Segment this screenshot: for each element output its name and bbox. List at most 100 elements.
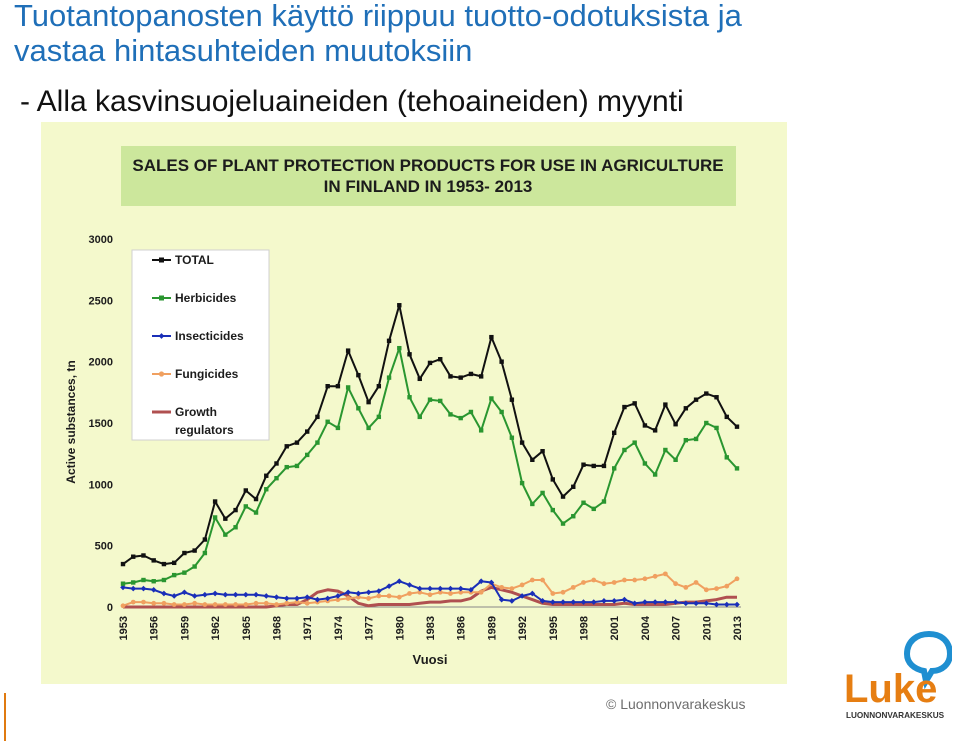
data-point bbox=[703, 587, 709, 593]
legend-entry: TOTAL bbox=[152, 253, 214, 267]
x-tick-label: 2013 bbox=[732, 616, 744, 640]
accent-bar bbox=[4, 693, 6, 741]
data-point bbox=[591, 463, 596, 469]
x-tick-label: 1977 bbox=[364, 616, 376, 640]
data-point bbox=[407, 395, 412, 400]
chart-title-line-2: IN FINLAND IN 1953- 2013 bbox=[324, 177, 533, 196]
data-point bbox=[489, 396, 494, 401]
data-point bbox=[202, 537, 208, 542]
data-point bbox=[397, 303, 402, 308]
data-point bbox=[499, 359, 504, 364]
data-point bbox=[642, 461, 648, 466]
copyright-text: © Luonnonvarakeskus bbox=[606, 696, 746, 712]
data-point bbox=[631, 600, 638, 607]
data-point bbox=[304, 594, 311, 601]
data-point bbox=[131, 554, 136, 559]
data-point bbox=[223, 516, 228, 521]
data-point bbox=[212, 515, 218, 520]
x-tick-label: 1995 bbox=[548, 616, 560, 640]
data-point bbox=[233, 507, 238, 513]
x-tick-label: 1962 bbox=[210, 616, 222, 640]
data-point bbox=[601, 463, 607, 469]
legend-entry: Growth regulators bbox=[152, 405, 234, 437]
data-point bbox=[591, 506, 596, 512]
x-tick-label: 1989 bbox=[486, 616, 498, 640]
data-point bbox=[120, 581, 126, 586]
data-point bbox=[540, 449, 545, 454]
data-point bbox=[140, 585, 147, 592]
data-point bbox=[612, 466, 617, 471]
series-herbicides bbox=[120, 345, 740, 586]
data-point bbox=[120, 561, 126, 567]
data-point bbox=[335, 425, 341, 431]
data-point bbox=[161, 590, 167, 597]
data-point bbox=[304, 600, 310, 606]
data-point bbox=[325, 384, 330, 389]
legend-marker bbox=[159, 257, 164, 263]
data-point bbox=[130, 585, 137, 592]
data-point bbox=[335, 593, 341, 599]
data-point bbox=[683, 584, 689, 590]
data-point bbox=[182, 550, 187, 556]
data-point bbox=[222, 602, 228, 607]
data-point bbox=[325, 419, 330, 424]
data-point bbox=[530, 501, 535, 507]
x-tick-label: 1959 bbox=[179, 616, 191, 640]
data-point bbox=[693, 600, 699, 607]
data-point bbox=[663, 447, 668, 453]
data-point bbox=[396, 578, 403, 585]
data-point bbox=[223, 532, 228, 537]
data-point bbox=[397, 345, 402, 351]
data-point bbox=[734, 601, 740, 608]
data-point bbox=[458, 415, 463, 421]
data-point bbox=[243, 504, 248, 509]
data-point bbox=[550, 591, 556, 596]
data-point bbox=[366, 596, 371, 601]
data-point bbox=[294, 599, 300, 605]
x-tick-label: 1992 bbox=[517, 616, 529, 640]
data-point bbox=[499, 409, 504, 415]
data-point bbox=[274, 602, 279, 607]
x-tick-label: 1980 bbox=[394, 616, 406, 640]
x-tick-label: 1965 bbox=[241, 616, 253, 640]
data-point bbox=[724, 455, 729, 460]
x-tick-label: 1953 bbox=[118, 616, 130, 640]
data-point bbox=[571, 514, 576, 519]
data-point bbox=[468, 371, 474, 377]
data-point bbox=[519, 480, 525, 486]
data-point bbox=[622, 447, 627, 453]
data-point bbox=[284, 444, 289, 449]
data-point bbox=[356, 406, 361, 411]
y-tick-label: 2000 bbox=[89, 357, 113, 369]
data-point bbox=[622, 577, 627, 583]
data-point bbox=[171, 572, 177, 578]
data-point bbox=[253, 496, 259, 502]
data-point bbox=[662, 571, 668, 577]
data-point bbox=[386, 593, 392, 599]
data-point bbox=[345, 385, 351, 390]
legend-label: Herbicides bbox=[175, 291, 237, 305]
data-point bbox=[417, 589, 423, 595]
data-point bbox=[335, 597, 341, 603]
data-point bbox=[550, 507, 555, 513]
data-point bbox=[151, 558, 156, 563]
sales-chart: SALES OF PLANT PROTECTION PRODUCTS FOR U… bbox=[41, 122, 787, 684]
data-point bbox=[376, 593, 382, 599]
data-point bbox=[448, 591, 453, 596]
data-point bbox=[356, 372, 361, 378]
data-point bbox=[652, 573, 658, 579]
data-point bbox=[468, 586, 474, 593]
y-tick-label: 500 bbox=[95, 541, 113, 553]
slide-title-line-1: Tuotantopanosten käyttö riippuu tuotto-o… bbox=[14, 0, 742, 33]
data-point bbox=[294, 463, 300, 469]
data-point bbox=[366, 425, 371, 431]
data-point bbox=[192, 548, 197, 553]
data-point bbox=[662, 599, 669, 605]
data-point bbox=[448, 412, 453, 417]
x-tick-label: 2007 bbox=[671, 616, 683, 640]
data-point bbox=[458, 589, 464, 595]
data-point bbox=[571, 484, 576, 489]
data-point bbox=[693, 436, 699, 442]
data-point bbox=[305, 429, 310, 434]
data-point bbox=[509, 397, 515, 402]
